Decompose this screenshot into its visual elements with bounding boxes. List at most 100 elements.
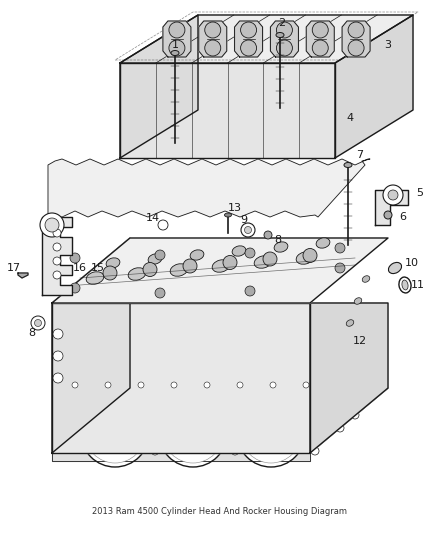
Text: 10: 10 (405, 258, 419, 268)
Circle shape (155, 288, 165, 298)
Circle shape (53, 243, 61, 251)
Ellipse shape (170, 264, 188, 276)
Ellipse shape (254, 256, 272, 268)
Ellipse shape (171, 51, 179, 55)
Circle shape (335, 243, 345, 253)
Ellipse shape (86, 272, 104, 284)
Ellipse shape (225, 213, 232, 217)
Ellipse shape (296, 252, 314, 264)
Polygon shape (163, 21, 191, 57)
Circle shape (264, 231, 272, 239)
Ellipse shape (354, 298, 362, 304)
Polygon shape (335, 15, 413, 158)
Circle shape (198, 371, 266, 439)
Ellipse shape (232, 246, 246, 256)
Circle shape (105, 382, 111, 388)
Circle shape (202, 375, 262, 435)
Text: 3: 3 (385, 40, 392, 50)
Polygon shape (306, 21, 334, 57)
Circle shape (183, 259, 197, 273)
Ellipse shape (402, 280, 408, 290)
Circle shape (138, 382, 144, 388)
Circle shape (280, 375, 340, 435)
Text: 8: 8 (275, 235, 282, 245)
Text: 13: 13 (228, 203, 242, 213)
Circle shape (240, 22, 257, 38)
Circle shape (204, 382, 210, 388)
Circle shape (276, 22, 293, 38)
Circle shape (72, 382, 78, 388)
Circle shape (61, 441, 69, 449)
Circle shape (53, 257, 61, 265)
Text: 9: 9 (240, 215, 247, 225)
Circle shape (155, 250, 165, 260)
Circle shape (85, 403, 145, 463)
Polygon shape (120, 15, 413, 63)
Circle shape (251, 389, 259, 397)
Circle shape (70, 283, 80, 293)
Circle shape (348, 40, 364, 56)
Circle shape (312, 22, 328, 38)
Text: 2: 2 (279, 18, 286, 28)
Polygon shape (310, 303, 388, 453)
Circle shape (335, 263, 345, 273)
Circle shape (158, 220, 168, 230)
Circle shape (70, 253, 80, 263)
Text: 17: 17 (7, 263, 21, 273)
Circle shape (312, 40, 328, 56)
Circle shape (263, 252, 277, 266)
Circle shape (303, 382, 309, 388)
Circle shape (384, 211, 392, 219)
Circle shape (244, 227, 251, 233)
Text: 6: 6 (399, 212, 406, 222)
Circle shape (120, 371, 188, 439)
Polygon shape (52, 453, 310, 461)
Circle shape (245, 286, 255, 296)
Ellipse shape (276, 33, 284, 37)
Ellipse shape (148, 254, 162, 264)
Polygon shape (48, 159, 370, 218)
Text: 16: 16 (73, 263, 87, 273)
Circle shape (45, 218, 59, 232)
Circle shape (388, 190, 398, 200)
Circle shape (143, 262, 157, 277)
Text: 14: 14 (146, 213, 160, 223)
Circle shape (336, 424, 344, 432)
Ellipse shape (346, 320, 354, 326)
Circle shape (276, 40, 293, 56)
Circle shape (71, 441, 79, 449)
Polygon shape (375, 190, 408, 225)
Polygon shape (18, 273, 28, 278)
Circle shape (53, 373, 63, 383)
Circle shape (40, 213, 64, 237)
Circle shape (237, 399, 305, 467)
Text: 5: 5 (417, 188, 424, 198)
Circle shape (245, 248, 255, 258)
Text: 4: 4 (346, 113, 353, 123)
Text: 2013 Ram 4500 Cylinder Head And Rocker Housing Diagram: 2013 Ram 4500 Cylinder Head And Rocker H… (92, 506, 346, 515)
Circle shape (124, 375, 184, 435)
Circle shape (81, 399, 149, 467)
Text: 7: 7 (357, 150, 364, 160)
Circle shape (64, 391, 72, 399)
Circle shape (348, 22, 364, 38)
Circle shape (205, 22, 221, 38)
Circle shape (76, 384, 84, 392)
Polygon shape (199, 21, 227, 57)
Text: 1: 1 (172, 40, 179, 50)
Circle shape (151, 447, 159, 455)
Circle shape (276, 371, 344, 439)
Circle shape (383, 185, 403, 205)
Polygon shape (235, 21, 263, 57)
Text: 15: 15 (91, 263, 105, 273)
Circle shape (351, 411, 359, 419)
Ellipse shape (212, 260, 230, 272)
Circle shape (169, 40, 185, 56)
Polygon shape (42, 217, 72, 295)
Circle shape (64, 429, 72, 437)
Circle shape (53, 329, 63, 339)
Text: 12: 12 (353, 336, 367, 346)
Circle shape (103, 266, 117, 280)
Ellipse shape (128, 268, 146, 280)
Circle shape (205, 40, 221, 56)
